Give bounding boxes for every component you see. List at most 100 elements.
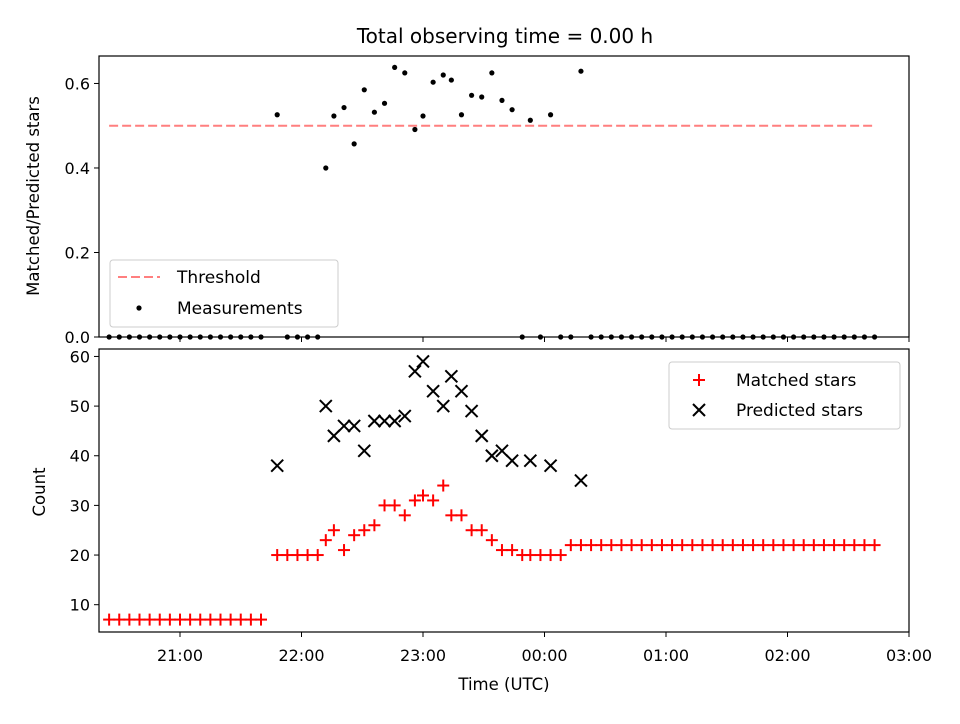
- top-y-axis-label: Matched/Predicted stars: [24, 96, 43, 296]
- bottom-x-tick-label: 23:00: [400, 646, 446, 665]
- bottom-y-tick-label: 40: [70, 447, 90, 466]
- bottom-plot-area: [103, 354, 881, 626]
- top-legend-label-measurements: Measurements: [177, 299, 303, 319]
- bottom-y-tick-label: 60: [70, 347, 90, 366]
- matched-stars-point: [465, 524, 478, 537]
- matched-stars-point: [133, 613, 146, 626]
- matched-stars-point: [848, 539, 861, 552]
- top-axes-frame: [98, 55, 910, 338]
- matched-stars-point: [348, 529, 361, 542]
- bottom-x-tick-label: 00:00: [521, 646, 567, 665]
- predicted-stars-point: [377, 414, 392, 428]
- matched-stars-point: [635, 539, 648, 552]
- measurement-point: [547, 112, 554, 118]
- matched-stars-point: [143, 613, 156, 626]
- measurement-point: [323, 165, 329, 171]
- measurement-point: [578, 68, 584, 74]
- matched-stars-point: [445, 509, 458, 522]
- bottom-x-tick-label: 01:00: [643, 646, 689, 665]
- measurement-point: [402, 70, 408, 76]
- top-y-tick-label: 0.0: [65, 328, 90, 347]
- matched-stars-point: [163, 613, 176, 626]
- bottom-y-tick-label: 30: [70, 496, 90, 515]
- matched-stars-point: [544, 549, 557, 562]
- measurement-point: [489, 70, 495, 76]
- top-legend: Threshold Measurements: [109, 259, 339, 328]
- predicted-stars-point: [495, 444, 509, 458]
- predicted-stars-point: [408, 364, 422, 379]
- matched-stars-point: [234, 613, 247, 626]
- matched-stars-point: [327, 524, 340, 537]
- measurement-point: [479, 94, 485, 100]
- matched-stars-point: [767, 539, 780, 552]
- bottom-legend-label-predicted: Predicted stars: [736, 401, 863, 421]
- bottom-y-tick-label: 20: [70, 546, 90, 565]
- measurement-point: [341, 104, 347, 111]
- matched-stars-point: [417, 489, 429, 502]
- matched-stars-point: [113, 613, 126, 626]
- measurement-point: [440, 72, 446, 78]
- matched-stars-point: [757, 539, 770, 552]
- matched-stars-point: [153, 613, 166, 626]
- matched-stars-point: [797, 539, 810, 552]
- top-chart-title: Total observing time = 0.00 h: [356, 24, 653, 48]
- matched-stars-point: [338, 544, 351, 557]
- measurement-point: [392, 64, 398, 71]
- matched-stars-point: [174, 613, 186, 626]
- bottom-axes-frame: [98, 348, 910, 633]
- measurement-point: [430, 79, 436, 85]
- matched-stars-point: [777, 539, 790, 552]
- matched-stars-point: [706, 539, 719, 552]
- matched-stars-point: [655, 539, 668, 552]
- matched-stars-point: [281, 549, 294, 562]
- measurement-point: [274, 112, 280, 118]
- bottom-legend-label-matched: Matched stars: [736, 371, 856, 391]
- predicted-stars-point: [347, 419, 361, 433]
- top-y-tick-label: 0.2: [65, 243, 90, 262]
- matched-stars-point: [214, 613, 227, 626]
- matched-stars-point: [427, 494, 440, 507]
- top-y-axis: 0.0 0.2 0.4 0.6: [65, 74, 99, 347]
- predicted-stars-point: [327, 429, 341, 443]
- top-y-tick-label: 0.4: [65, 159, 90, 178]
- predicted-legend-swatch: [692, 403, 706, 417]
- bottom-y-tick-label: 10: [70, 596, 90, 615]
- bottom-x-tick-label: 02:00: [764, 646, 810, 665]
- matched-stars-point: [224, 613, 237, 626]
- bottom-legend-box: [668, 361, 901, 430]
- predicted-stars-point: [387, 414, 402, 428]
- measurement-point: [420, 113, 426, 119]
- matched-stars-point: [807, 539, 820, 552]
- measurement-point: [331, 113, 337, 119]
- matched-stars-point: [615, 539, 628, 552]
- matched-stars-point: [787, 539, 800, 552]
- matched-stars-point: [495, 544, 508, 557]
- matched-stars-point: [605, 539, 618, 552]
- top-legend-label-threshold: Threshold: [176, 268, 261, 288]
- matched-stars-point: [716, 539, 729, 552]
- matched-stars-point: [103, 613, 116, 626]
- predicted-stars-point: [436, 399, 450, 413]
- matched-stars-point: [524, 549, 537, 562]
- matched-stars-point: [408, 494, 421, 507]
- bottom-y-tick-label: 50: [70, 397, 90, 416]
- predicted-stars-point: [426, 384, 440, 398]
- matched-stars-point: [388, 499, 401, 512]
- predicted-stars-point: [444, 369, 459, 384]
- predicted-stars-point: [543, 458, 558, 473]
- matched-stars-point: [726, 539, 739, 552]
- measurement-point: [361, 87, 367, 93]
- predicted-stars-point: [505, 454, 519, 468]
- matched-stars-point: [747, 539, 760, 552]
- matched-stars-point: [585, 539, 598, 552]
- matched-stars-point: [358, 524, 371, 537]
- bottom-x-tick-label: 22:00: [278, 646, 324, 665]
- measurements-legend-swatch: [136, 305, 142, 311]
- predicted-stars-point: [416, 354, 430, 369]
- matched-stars-point: [554, 549, 567, 562]
- measurement-point: [412, 126, 418, 133]
- matched-stars-point: [534, 549, 547, 562]
- matched-stars-point: [564, 539, 577, 552]
- measurement-point: [448, 77, 454, 83]
